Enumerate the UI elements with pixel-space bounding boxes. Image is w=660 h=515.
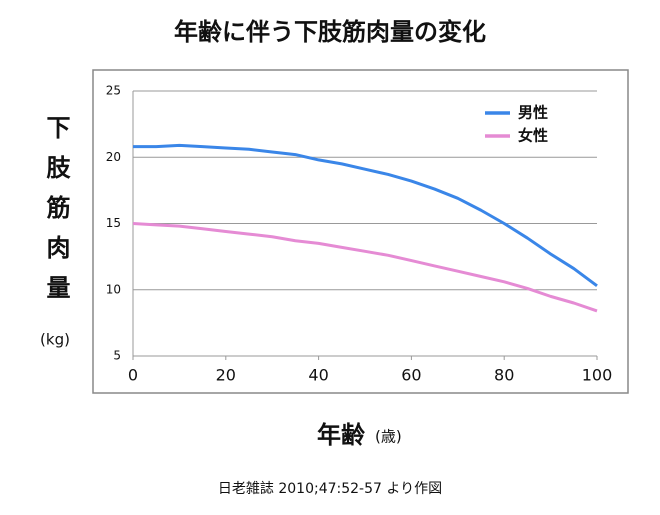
y-tick-label: 20 [106,150,121,164]
y-tick-label: 10 [106,282,121,296]
x-tick-label: 60 [401,366,421,385]
x-tick-label: 100 [582,366,613,385]
legend-label: 男性 [518,104,548,122]
y-axis-unit: (kg) [40,331,70,349]
series-line [132,222,598,313]
y-tick-label: 5 [113,349,121,363]
x-tick-label: 40 [308,366,328,385]
source-note: 日老雑誌 2010;47:52-57 より作図 [218,481,442,497]
x-tick-label: 20 [216,366,236,385]
y-axis-label: 下肢筋肉量 [42,115,71,315]
x-axis-label: 年齢 [317,421,366,449]
x-tick-label: 80 [494,366,514,385]
x-tick-label: 0 [128,366,138,385]
plot-frame [92,69,629,394]
y-tick-label: 15 [106,216,121,230]
y-tick-label: 25 [106,84,121,98]
legend-label: 女性 [518,127,548,145]
x-axis-unit: (歳) [375,428,402,446]
chart-title: 年齢に伴う下肢筋肉量の変化 [174,18,486,46]
series-line [133,143,598,287]
